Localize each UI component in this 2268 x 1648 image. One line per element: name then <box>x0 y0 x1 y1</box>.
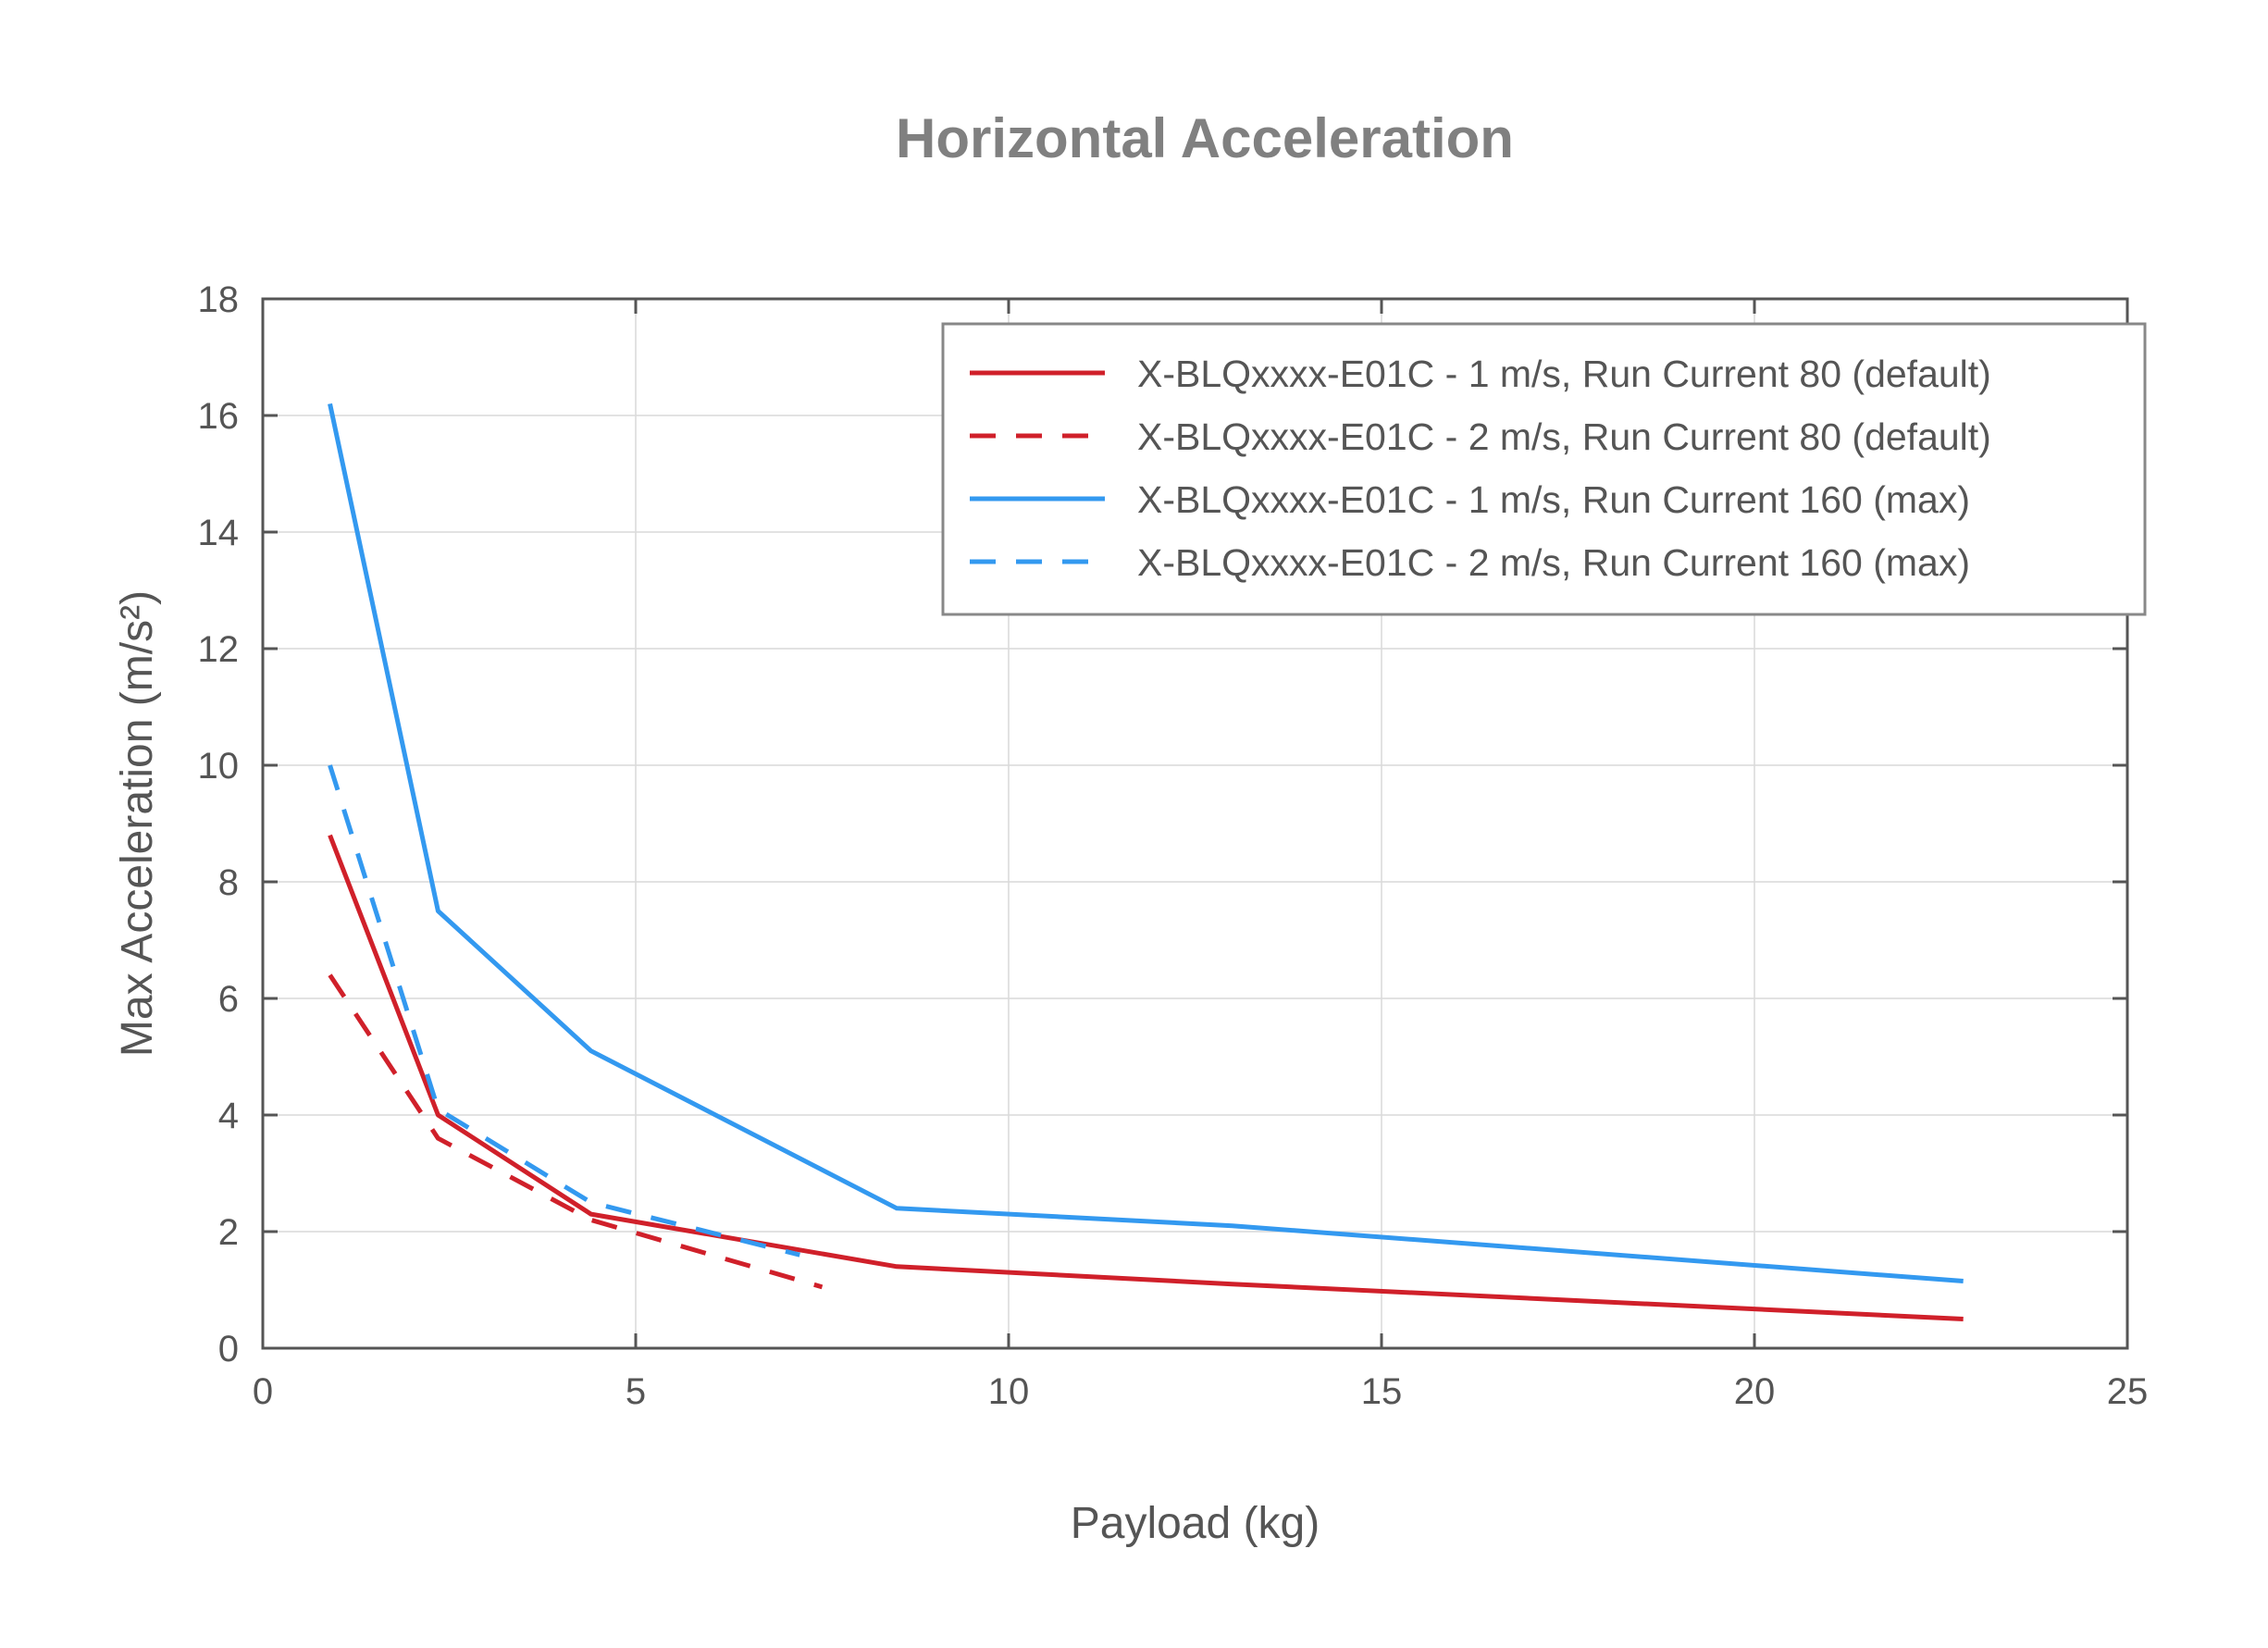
series-line <box>328 403 1964 1284</box>
y-tick-label: 8 <box>218 862 239 903</box>
y-tick-label: 18 <box>198 279 240 320</box>
y-tick-label: 10 <box>198 746 240 787</box>
x-tick-label: 0 <box>253 1371 273 1412</box>
x-tick-label: 25 <box>2107 1371 2149 1412</box>
legend-label: X-BLQxxxx-E01C - 2 m/s, Run Current 160 … <box>1137 541 1970 584</box>
x-axis-label: Payload (kg) <box>1071 1499 1320 1548</box>
legend: X-BLQxxxx-E01C - 1 m/s, Run Current 80 (… <box>941 322 2147 616</box>
y-tick-label: 16 <box>198 396 240 437</box>
y-tick-label: 14 <box>198 513 240 553</box>
x-tick-label: 10 <box>988 1371 1030 1412</box>
x-tick-label: 15 <box>1361 1371 1403 1412</box>
legend-box <box>941 322 2147 616</box>
x-tick-label: 5 <box>626 1371 646 1412</box>
series-lines <box>328 403 1964 1321</box>
axes-frame <box>261 297 2129 1350</box>
legend-label: X-BLQxxxx-E01C - 1 m/s, Run Current 80 (… <box>1137 353 1991 395</box>
series-line <box>328 973 824 1290</box>
legend-label: X-BLQxxxx-E01C - 2 m/s, Run Current 80 (… <box>1137 415 1991 458</box>
chart-title: Horizontal Acceleration <box>896 107 1514 169</box>
y-tick-label: 4 <box>218 1096 239 1136</box>
series-line <box>328 834 1964 1321</box>
y-tick-label: 0 <box>218 1329 239 1369</box>
axis-ticks: 0 5 10 15 20 25 0 2 4 6 8 10 12 14 16 18 <box>198 279 2149 1412</box>
y-tick-label: 2 <box>218 1212 239 1253</box>
y-axis-label: Max Acceleration (m/s²) <box>113 590 162 1057</box>
x-tick-label: 20 <box>1734 1371 1776 1412</box>
legend-label: X-BLQxxxx-E01C - 1 m/s, Run Current 160 … <box>1137 478 1970 521</box>
y-tick-label: 6 <box>218 979 239 1020</box>
series-line <box>328 764 800 1258</box>
y-tick-label: 12 <box>198 629 240 670</box>
